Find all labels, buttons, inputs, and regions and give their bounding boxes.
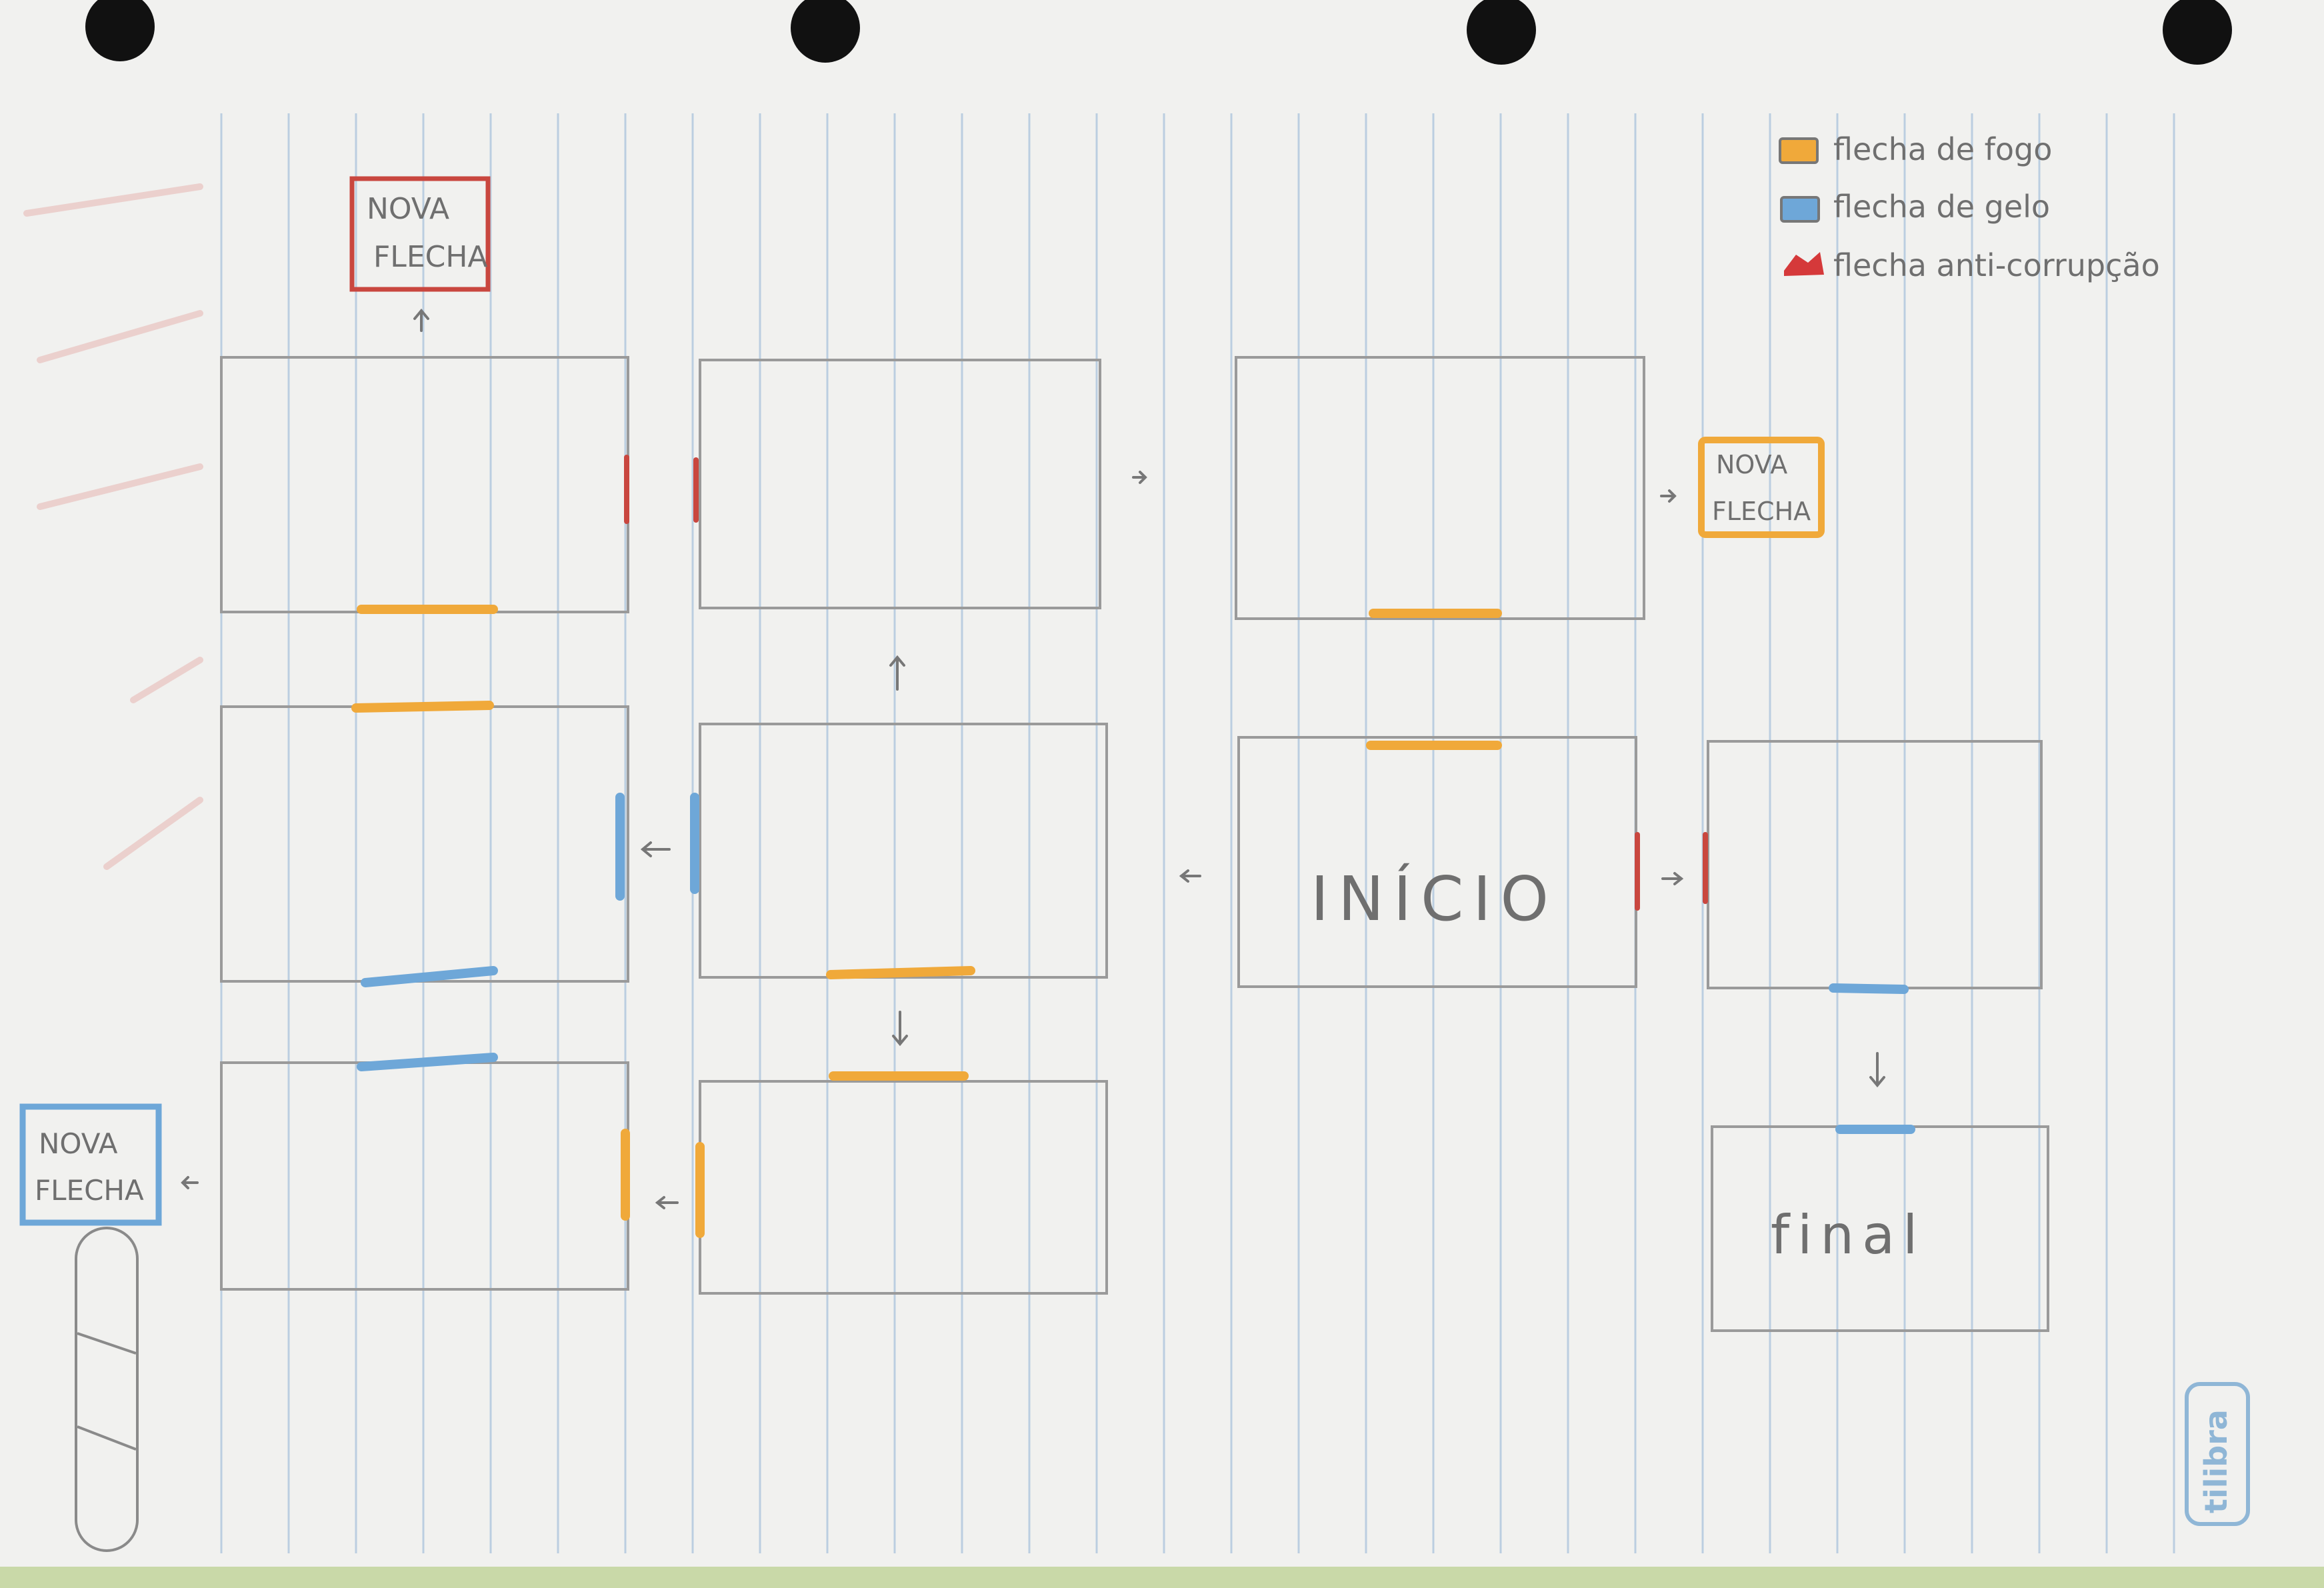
anti-corruption-doors xyxy=(624,455,1708,911)
legend-label-ice: flecha de gelo xyxy=(1833,189,2050,225)
new-arrow-frame xyxy=(349,176,491,292)
binder-hole xyxy=(2163,0,2232,65)
arrow-up-icon xyxy=(413,308,429,332)
end-room-label: final xyxy=(1771,1204,1925,1266)
arrow-right-icon xyxy=(1661,872,1684,885)
binder-hole xyxy=(1467,0,1536,65)
capsule-divider xyxy=(77,1425,137,1451)
room-b1 xyxy=(699,359,1101,609)
legend-swatch-anti-corruption xyxy=(1784,252,1824,276)
arrow-right-icon xyxy=(1132,471,1147,484)
margin-scribbles xyxy=(23,183,203,870)
new-arrow-frame xyxy=(19,1103,162,1226)
new-arrow-line1: NOVA xyxy=(39,1127,118,1160)
capsule-divider xyxy=(77,1332,137,1355)
binder-hole xyxy=(791,0,860,63)
brand-frame xyxy=(2185,1382,2250,1526)
fire-doors xyxy=(351,605,1502,1238)
legend-label-fire: flecha de fogo xyxy=(1833,131,2052,167)
room-b2 xyxy=(699,723,1108,979)
arrow-right-icon xyxy=(1660,489,1677,503)
new-arrow-box-left: NOVA FLECHA xyxy=(19,1103,162,1226)
legend-swatch-fire xyxy=(1779,137,1819,164)
legend: flecha de fogo flecha de gelo flecha ant… xyxy=(1779,131,2160,283)
new-arrow-box-right: NOVA FLECHA xyxy=(1698,437,1825,538)
brand-label: tilibra xyxy=(2198,1409,2234,1513)
brand-tag: tilibra xyxy=(2185,1382,2250,1526)
new-arrow-line2: FLECHA xyxy=(35,1174,144,1207)
arrow-down-icon xyxy=(892,1011,908,1047)
ice-door xyxy=(361,966,498,987)
binder-hole xyxy=(85,0,155,61)
arrow-left-icon xyxy=(181,1176,199,1189)
legend-label-anti-corruption: flecha anti-corrupção xyxy=(1833,247,2160,283)
arrow-left-icon xyxy=(655,1196,679,1209)
ice-door xyxy=(1829,983,1909,994)
paper-bottom-edge xyxy=(0,1567,2324,1588)
fire-door xyxy=(351,701,494,713)
ice-door xyxy=(357,1053,498,1071)
new-arrow-line2: FLECHA xyxy=(373,240,488,274)
legend-swatch-ice xyxy=(1780,196,1820,223)
room-c1 xyxy=(1235,356,1645,620)
fire-door xyxy=(826,966,975,979)
new-arrow-line2: FLECHA xyxy=(1712,497,1811,526)
capsule-outline xyxy=(75,1227,139,1552)
binder-holes xyxy=(85,0,2232,65)
new-arrow-line1: NOVA xyxy=(367,192,449,226)
direction-arrows xyxy=(181,308,1885,1209)
arrow-left-icon xyxy=(640,841,671,857)
new-arrow-line1: NOVA xyxy=(1716,450,1787,479)
new-arrow-frame xyxy=(1698,437,1825,538)
arrow-up-icon xyxy=(889,655,905,691)
new-arrow-box-top: NOVA FLECHA xyxy=(349,176,491,292)
arrow-down-icon xyxy=(1869,1052,1885,1088)
ice-doors xyxy=(357,793,1915,1134)
capsule-meter xyxy=(75,1227,139,1552)
arrow-left-icon xyxy=(1179,869,1201,883)
start-room-label: INÍCIO xyxy=(1311,863,1558,935)
